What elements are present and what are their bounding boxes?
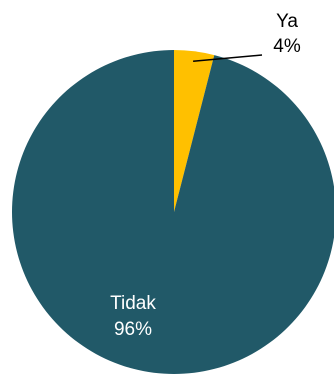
- labels-layer: Ya 4% Tidak 96%: [110, 11, 301, 340]
- slice-value-ya: 4%: [273, 36, 301, 57]
- slice-label-tidak: Tidak: [110, 293, 156, 314]
- slice-label-ya: Ya: [276, 11, 298, 32]
- slice-value-tidak: 96%: [114, 319, 152, 340]
- pie-slice-ya: [174, 50, 215, 212]
- pie-slice-tidak: [12, 50, 334, 374]
- leader-line-ya: [193, 54, 263, 62]
- slices-layer: [12, 50, 334, 374]
